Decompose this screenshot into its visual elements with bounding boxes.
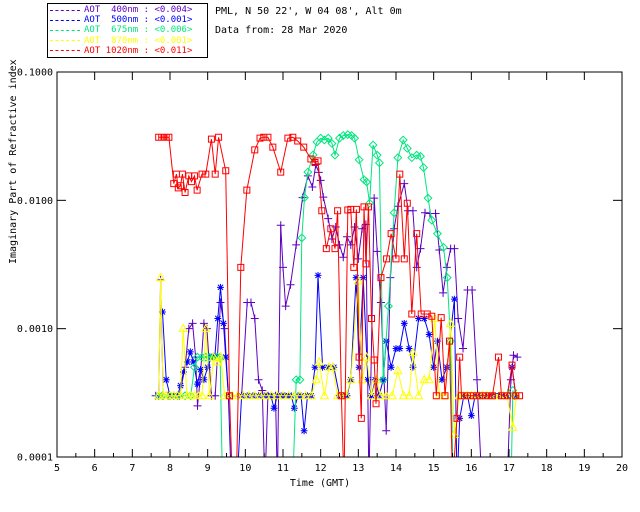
legend-label-870nm: AOT 870nm : <0.001> <box>84 35 193 46</box>
x-tick-label: 17 <box>503 463 515 474</box>
legend-label-1020nm: AOT 1020nm : <0.011> <box>84 45 193 56</box>
plus-markers <box>151 160 522 435</box>
y-tick-labels: 0.0001 0.0010 0.0100 0.1000 <box>17 68 53 464</box>
diamond-markers <box>154 130 520 401</box>
x-tick-label: 6 <box>92 463 98 474</box>
x-axis-title: Time (GMT) <box>289 478 351 489</box>
legend-item-1020nm: AOT 1020nm : <0.011> <box>50 46 205 56</box>
series-aot-1020nm <box>155 133 524 457</box>
legend-line-sample-1020nm <box>50 50 80 52</box>
x-tick-labels: 5 6 7 8 9 10 11 12 13 14 15 16 17 18 19 20 <box>54 463 628 474</box>
legend-line-sample-400nm <box>50 9 80 11</box>
legend-line-sample-870nm <box>50 40 80 42</box>
legend-line-sample-500nm <box>50 19 80 21</box>
x-tick-label: 13 <box>352 463 364 474</box>
series-aot-400nm <box>151 160 522 457</box>
series-line <box>158 136 520 457</box>
legend-line-sample-675nm <box>50 29 80 31</box>
legend-item-400nm: AOT 400nm : <0.004> <box>50 5 205 15</box>
header-site-line: PML, N 50 22', W 04 08', Alt 0m <box>215 6 402 17</box>
x-axis-ticks <box>56 72 623 457</box>
x-tick-label: 11 <box>277 463 289 474</box>
legend-box: AOT 400nm : <0.004> AOT 500nm : <0.001> AO… <box>47 3 208 58</box>
x-tick-label: 12 <box>315 463 327 474</box>
x-tick-label: 18 <box>541 463 553 474</box>
y-tick-label: 0.1000 <box>17 68 53 79</box>
y-tick-label: 0.0001 <box>17 453 53 464</box>
x-tick-label: 7 <box>129 463 135 474</box>
legend-label-675nm: AOT 675nm : <0.006> <box>84 25 193 36</box>
square-markers <box>155 133 524 422</box>
legend-label-500nm: AOT 500nm : <0.001> <box>84 15 193 26</box>
legend-item-500nm: AOT 500nm : <0.001> <box>50 15 205 25</box>
x-tick-label: 16 <box>465 463 477 474</box>
y-tick-label: 0.0100 <box>17 196 53 207</box>
y-axis-ticks <box>57 71 622 458</box>
y-tick-label: 0.0010 <box>17 324 53 335</box>
header-date-line: Data from: 28 Mar 2020 <box>215 25 348 36</box>
x-tick-label: 14 <box>390 463 402 474</box>
series-line <box>155 162 518 457</box>
legend-item-675nm: AOT 675nm : <0.006> <box>50 25 205 35</box>
x-tick-label: 20 <box>616 463 628 474</box>
x-tick-label: 15 <box>428 463 440 474</box>
series-line <box>158 134 516 457</box>
x-tick-label: 5 <box>54 463 60 474</box>
series-aot-675nm <box>154 130 520 457</box>
legend-item-870nm: AOT 870nm : <0.001> <box>50 36 205 46</box>
x-tick-label: 19 <box>578 463 590 474</box>
x-tick-label: 10 <box>239 463 251 474</box>
x-tick-label: 8 <box>167 463 173 474</box>
series-layer <box>151 130 524 457</box>
legend-label-400nm: AOT 400nm : <0.004> <box>84 5 193 16</box>
x-tick-label: 9 <box>205 463 211 474</box>
